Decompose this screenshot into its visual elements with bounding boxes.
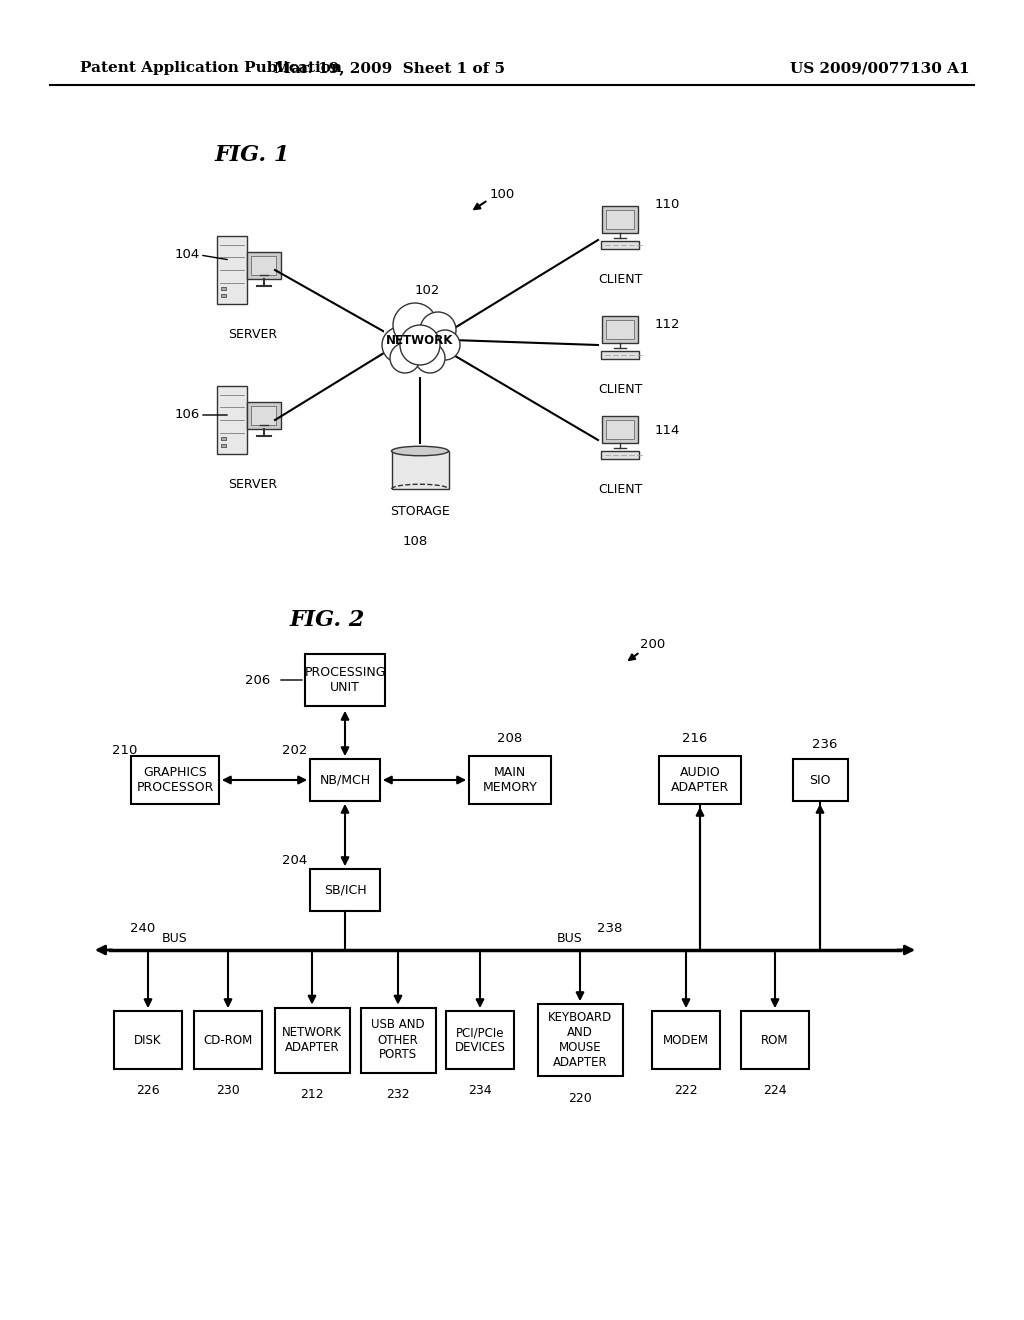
Text: NB/MCH: NB/MCH bbox=[319, 774, 371, 787]
Bar bbox=[251, 256, 276, 275]
Bar bbox=[602, 206, 638, 234]
Text: 240: 240 bbox=[130, 921, 156, 935]
Text: AUDIO
ADAPTER: AUDIO ADAPTER bbox=[671, 766, 729, 795]
Text: CLIENT: CLIENT bbox=[598, 273, 642, 286]
Text: FIG. 1: FIG. 1 bbox=[215, 144, 291, 166]
Bar bbox=[221, 286, 226, 290]
Bar bbox=[247, 252, 281, 280]
Bar bbox=[221, 437, 226, 441]
FancyBboxPatch shape bbox=[741, 1011, 809, 1069]
Text: 234: 234 bbox=[468, 1085, 492, 1097]
FancyBboxPatch shape bbox=[305, 653, 385, 706]
Text: CLIENT: CLIENT bbox=[598, 383, 642, 396]
Text: 216: 216 bbox=[682, 731, 708, 744]
Circle shape bbox=[420, 312, 456, 348]
Text: SERVER: SERVER bbox=[228, 327, 278, 341]
FancyBboxPatch shape bbox=[310, 759, 380, 801]
FancyBboxPatch shape bbox=[114, 1011, 182, 1069]
FancyBboxPatch shape bbox=[538, 1005, 623, 1076]
Text: 232: 232 bbox=[386, 1088, 410, 1101]
Circle shape bbox=[393, 304, 437, 347]
Text: 202: 202 bbox=[283, 743, 307, 756]
Text: 210: 210 bbox=[113, 743, 137, 756]
Text: NETWORK
ADAPTER: NETWORK ADAPTER bbox=[282, 1026, 342, 1053]
Bar bbox=[601, 242, 639, 249]
Text: 108: 108 bbox=[402, 535, 428, 548]
FancyBboxPatch shape bbox=[469, 756, 551, 804]
Text: 236: 236 bbox=[812, 738, 838, 751]
Bar bbox=[606, 210, 634, 230]
Text: BUS: BUS bbox=[557, 932, 583, 945]
Text: USB AND
OTHER
PORTS: USB AND OTHER PORTS bbox=[371, 1019, 425, 1061]
Text: PCI/PCIe
DEVICES: PCI/PCIe DEVICES bbox=[455, 1026, 506, 1053]
Text: MAIN
MEMORY: MAIN MEMORY bbox=[482, 766, 538, 795]
Text: 200: 200 bbox=[640, 639, 666, 652]
Text: 212: 212 bbox=[300, 1088, 324, 1101]
Circle shape bbox=[400, 325, 440, 366]
Text: KEYBOARD
AND
MOUSE
ADAPTER: KEYBOARD AND MOUSE ADAPTER bbox=[548, 1011, 612, 1069]
Text: 114: 114 bbox=[655, 424, 680, 437]
Text: STORAGE: STORAGE bbox=[390, 506, 450, 517]
Bar bbox=[251, 407, 276, 425]
Bar bbox=[602, 416, 638, 444]
Text: GRAPHICS
PROCESSOR: GRAPHICS PROCESSOR bbox=[136, 766, 214, 795]
Bar bbox=[601, 351, 639, 359]
FancyBboxPatch shape bbox=[131, 756, 219, 804]
Bar bbox=[606, 321, 634, 339]
Text: 226: 226 bbox=[136, 1085, 160, 1097]
Text: 224: 224 bbox=[763, 1085, 786, 1097]
Bar bbox=[217, 385, 247, 454]
Text: US 2009/0077130 A1: US 2009/0077130 A1 bbox=[790, 61, 970, 75]
FancyBboxPatch shape bbox=[793, 759, 848, 801]
Circle shape bbox=[384, 304, 457, 376]
FancyBboxPatch shape bbox=[652, 1011, 720, 1069]
Circle shape bbox=[382, 327, 418, 363]
Text: 238: 238 bbox=[597, 921, 623, 935]
Text: ROM: ROM bbox=[761, 1034, 788, 1047]
Text: 106: 106 bbox=[175, 408, 200, 421]
Text: Patent Application Publication: Patent Application Publication bbox=[80, 61, 342, 75]
Text: FIG. 2: FIG. 2 bbox=[290, 609, 366, 631]
Text: 112: 112 bbox=[655, 318, 681, 331]
Text: SB/ICH: SB/ICH bbox=[324, 883, 367, 896]
Ellipse shape bbox=[391, 446, 449, 455]
Text: NETWORK: NETWORK bbox=[386, 334, 454, 346]
Text: 208: 208 bbox=[498, 731, 522, 744]
Bar bbox=[606, 420, 634, 440]
Text: MODEM: MODEM bbox=[663, 1034, 709, 1047]
Bar bbox=[602, 315, 638, 343]
Text: 206: 206 bbox=[245, 673, 270, 686]
Circle shape bbox=[390, 343, 420, 374]
Text: CD-ROM: CD-ROM bbox=[204, 1034, 253, 1047]
Text: 110: 110 bbox=[655, 198, 680, 211]
Text: Mar. 19, 2009  Sheet 1 of 5: Mar. 19, 2009 Sheet 1 of 5 bbox=[274, 61, 506, 75]
Bar bbox=[221, 444, 226, 447]
Text: 104: 104 bbox=[175, 248, 200, 261]
Text: 102: 102 bbox=[415, 284, 440, 297]
Text: PROCESSING
UNIT: PROCESSING UNIT bbox=[304, 667, 386, 694]
Bar bbox=[601, 451, 639, 459]
Text: 100: 100 bbox=[490, 189, 515, 202]
Circle shape bbox=[430, 330, 460, 360]
Text: SIO: SIO bbox=[809, 774, 830, 787]
Bar bbox=[217, 236, 247, 304]
FancyBboxPatch shape bbox=[446, 1011, 514, 1069]
Bar bbox=[391, 451, 449, 488]
Bar bbox=[221, 294, 226, 297]
FancyBboxPatch shape bbox=[310, 869, 380, 911]
Text: DISK: DISK bbox=[134, 1034, 162, 1047]
Circle shape bbox=[415, 343, 445, 374]
Bar bbox=[247, 403, 281, 429]
FancyBboxPatch shape bbox=[659, 756, 741, 804]
Text: 220: 220 bbox=[568, 1092, 592, 1105]
Text: 222: 222 bbox=[674, 1085, 697, 1097]
FancyBboxPatch shape bbox=[360, 1007, 435, 1072]
Text: SERVER: SERVER bbox=[228, 478, 278, 491]
FancyBboxPatch shape bbox=[194, 1011, 262, 1069]
FancyBboxPatch shape bbox=[274, 1007, 349, 1072]
Text: 204: 204 bbox=[283, 854, 307, 866]
Text: BUS: BUS bbox=[162, 932, 187, 945]
Text: CLIENT: CLIENT bbox=[598, 483, 642, 496]
Text: 230: 230 bbox=[216, 1085, 240, 1097]
